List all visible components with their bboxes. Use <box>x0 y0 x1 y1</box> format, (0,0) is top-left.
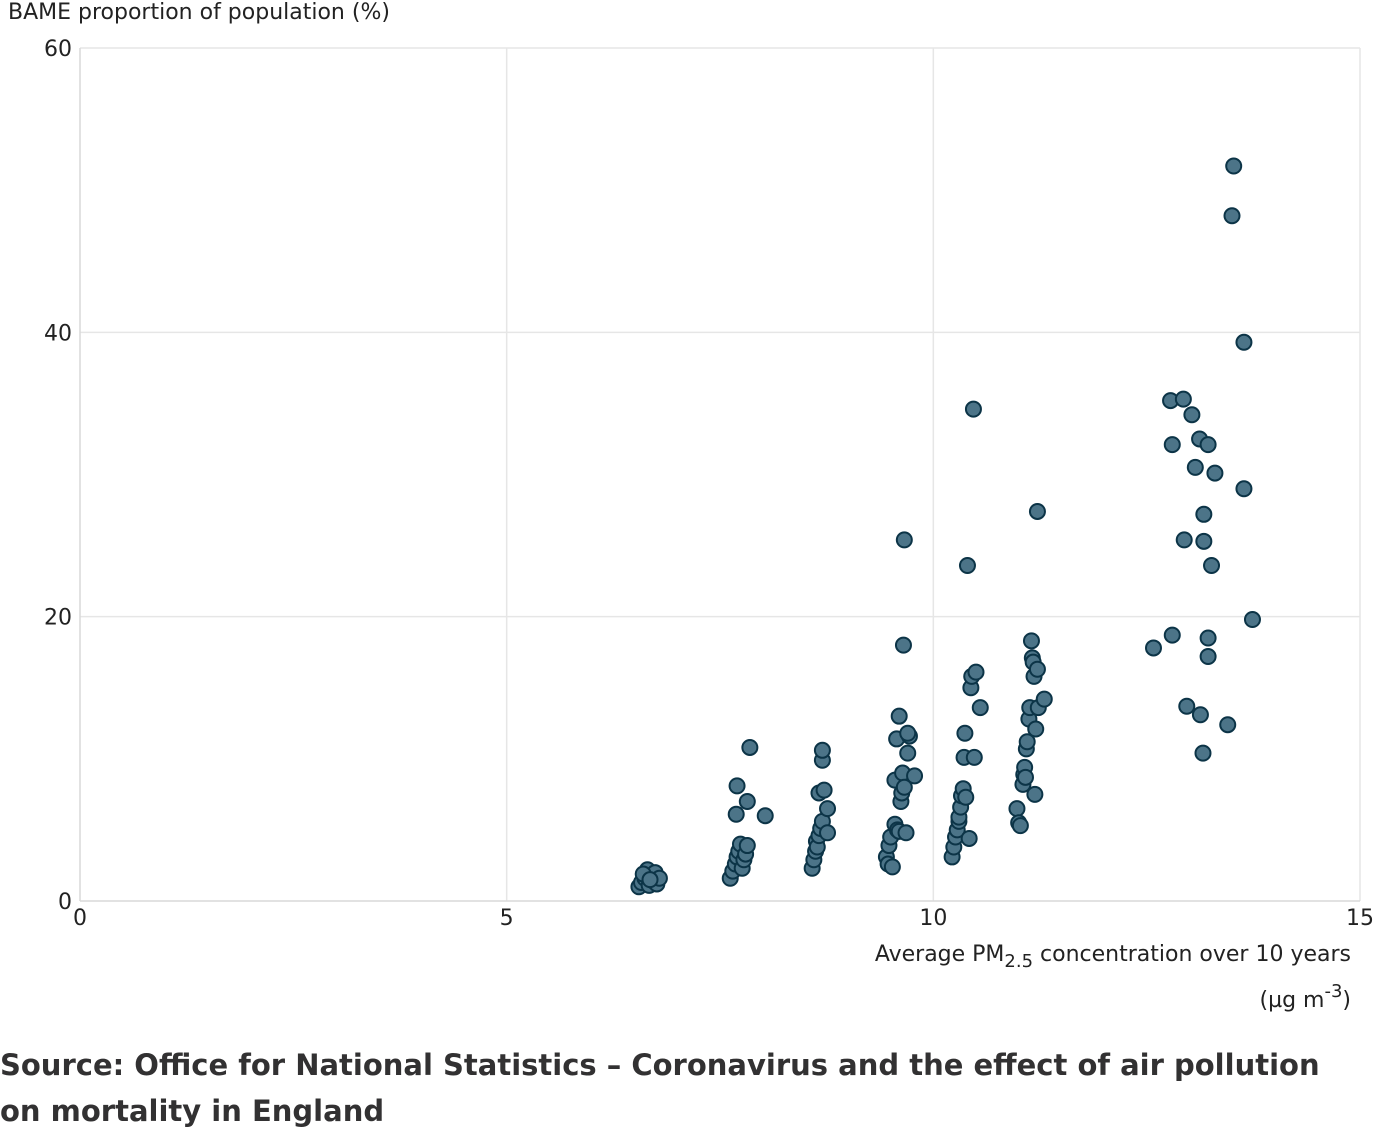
data-point <box>906 767 924 785</box>
x-tick-label: 15 <box>1346 906 1373 931</box>
data-point <box>728 777 746 795</box>
data-point <box>1008 800 1026 818</box>
data-point <box>895 531 913 549</box>
data-point <box>894 636 912 654</box>
data-point <box>957 788 975 806</box>
data-point <box>1219 716 1237 734</box>
data-point <box>895 778 913 796</box>
data-point <box>1199 647 1217 665</box>
data-point <box>1235 480 1253 498</box>
y-tick-label: 20 <box>44 606 72 631</box>
y-tick-label: 60 <box>44 37 72 62</box>
data-point <box>1018 733 1036 751</box>
data-point <box>960 829 978 847</box>
grid-lines <box>80 47 1361 901</box>
data-point <box>1027 720 1045 738</box>
data-point <box>1225 157 1243 175</box>
data-point <box>1195 505 1213 523</box>
data-point <box>1199 436 1217 454</box>
data-point <box>899 744 917 762</box>
source-note: Source: Office for National Statistics –… <box>0 1048 1320 1128</box>
data-point <box>1035 690 1053 708</box>
x-axis-label-line1: Average PM2.5 concentration over 10 year… <box>874 942 1351 972</box>
data-point <box>1199 629 1217 647</box>
y-axis-label: BAME proportion of population (%) <box>8 0 390 25</box>
data-point <box>1194 744 1212 762</box>
data-point <box>1186 458 1204 476</box>
data-point <box>1243 611 1261 629</box>
x-tick-label: 5 <box>500 906 514 931</box>
data-point <box>813 741 831 759</box>
data-point <box>1011 817 1029 835</box>
data-point <box>890 707 908 725</box>
x-tick-label: 0 <box>73 906 87 931</box>
data-point <box>967 663 985 681</box>
data-point <box>1203 556 1221 574</box>
data-point <box>964 400 982 418</box>
data-point <box>1183 406 1201 424</box>
data-point <box>1223 207 1241 225</box>
data-point <box>641 871 659 889</box>
data-point <box>956 724 974 742</box>
data-point <box>738 792 756 810</box>
data-point <box>899 724 917 742</box>
data-point <box>819 824 837 842</box>
y-tick-label: 0 <box>58 890 72 915</box>
data-point <box>1144 639 1162 657</box>
data-point <box>1028 660 1046 678</box>
tick-labels: 0 5 10 15 0 20 40 60 <box>44 37 1373 931</box>
scatter-chart: 0 5 10 15 0 20 40 60 <box>44 37 1373 931</box>
data-point <box>1175 531 1193 549</box>
data-point <box>958 556 976 574</box>
data-point <box>819 800 837 818</box>
data-point <box>1026 785 1044 803</box>
data-point <box>1163 436 1181 454</box>
data-point <box>1016 768 1034 786</box>
data-point <box>971 699 989 717</box>
data-point <box>741 738 759 756</box>
data-point <box>738 837 756 855</box>
x-axis-label-line2: (µg m-3) <box>1259 981 1351 1013</box>
data-point <box>1195 532 1213 550</box>
x-tick-label: 10 <box>919 906 947 931</box>
data-point <box>1022 632 1040 650</box>
data-point <box>965 748 983 766</box>
data-point <box>1206 464 1224 482</box>
data-point <box>727 805 745 823</box>
data-point <box>756 807 774 825</box>
data-point <box>1174 390 1192 408</box>
data-point <box>1235 333 1253 351</box>
axes <box>79 48 1360 902</box>
data-point <box>897 824 915 842</box>
data-point <box>1191 706 1209 724</box>
data-point <box>1178 697 1196 715</box>
data-point <box>815 781 833 799</box>
x-axis-label: Average PM2.5 concentration over 10 year… <box>875 940 1351 1016</box>
data-points <box>630 157 1261 896</box>
data-point <box>1028 502 1046 520</box>
data-point <box>1163 626 1181 644</box>
data-point <box>883 858 901 876</box>
y-tick-label: 40 <box>44 321 72 346</box>
